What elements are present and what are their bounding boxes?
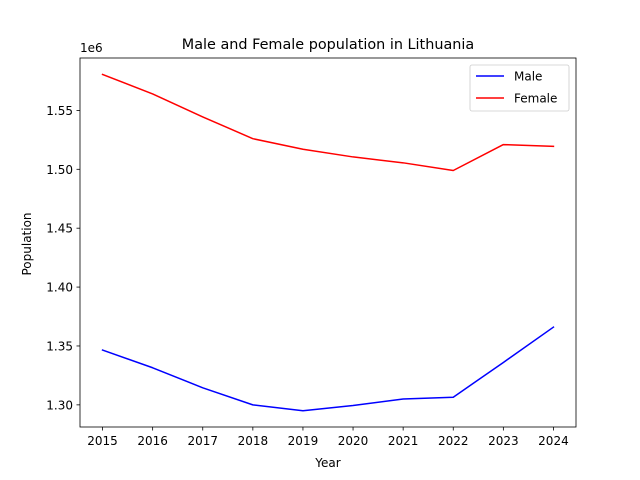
x-tick-label: 2015 xyxy=(87,434,118,448)
x-tick-label: 2016 xyxy=(137,434,168,448)
x-tick-label: 2021 xyxy=(388,434,419,448)
y-tick-label: 1.30 xyxy=(46,398,73,412)
x-tick-label: 2023 xyxy=(488,434,519,448)
x-tick-label: 2020 xyxy=(338,434,369,448)
legend-label-female: Female xyxy=(514,92,557,106)
x-tick-label: 2024 xyxy=(538,434,569,448)
x-tick-label: 2022 xyxy=(438,434,469,448)
plot-lines xyxy=(101,73,555,412)
y-offset-label: 1e6 xyxy=(80,41,103,55)
series-line-female xyxy=(101,73,555,172)
plot-frame xyxy=(79,57,577,428)
chart-title: Male and Female population in Lithuania xyxy=(182,37,474,53)
x-axis-label: Year xyxy=(314,456,340,470)
legend: Male Female xyxy=(469,64,570,112)
y-tick-label: 1.45 xyxy=(46,222,73,236)
x-axis-ticks: 2015 2016 2017 2018 2019 2020 2021 2022 2023 2024 xyxy=(87,427,569,448)
y-tick-label: 1.40 xyxy=(46,281,73,295)
legend-label-male: Male xyxy=(514,70,542,84)
x-tick-label: 2017 xyxy=(187,434,218,448)
y-axis-ticks: 1.30 1.35 1.40 1.45 1.50 1.55 xyxy=(46,104,80,412)
y-axis-label: Population xyxy=(20,212,34,275)
y-tick-label: 1.35 xyxy=(46,339,73,353)
series-line-male xyxy=(101,326,555,412)
y-tick-label: 1.50 xyxy=(46,163,73,177)
x-tick-label: 2018 xyxy=(238,434,269,448)
y-tick-label: 1.55 xyxy=(46,104,73,118)
x-tick-label: 2019 xyxy=(288,434,319,448)
